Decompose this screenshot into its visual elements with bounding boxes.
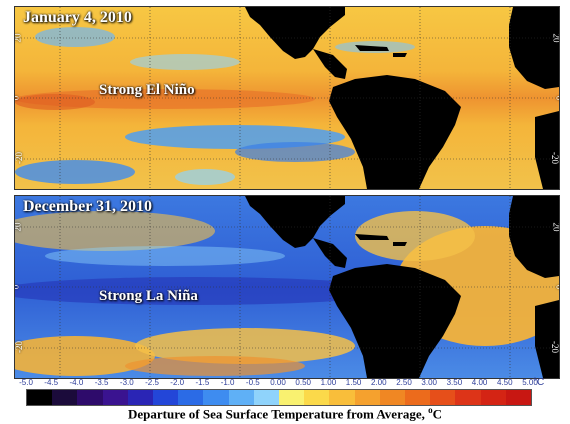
- colorbar-tick-label: -2.0: [170, 378, 185, 387]
- colorbar: [26, 389, 532, 406]
- colorbar-tick-label: 2.00: [371, 378, 387, 387]
- colorbar-tick-label: 0.50: [295, 378, 311, 387]
- colorbar-tick-label: 4.50: [497, 378, 513, 387]
- colorbar-tick-label: -4.5: [44, 378, 59, 387]
- colorbar-swatch: [505, 390, 532, 405]
- lat-label: 0: [15, 285, 20, 290]
- colorbar-swatch: [279, 390, 305, 405]
- map-panel-jan-2010: January 4, 2010 Strong El Niño 20 0 -20 …: [14, 6, 560, 190]
- colorbar-swatch: [379, 390, 406, 405]
- colorbar-swatch: [102, 390, 128, 405]
- lat-label-right: 0: [554, 285, 559, 290]
- lat-label: -20: [14, 341, 24, 353]
- colorbar-tick-label: 3.50: [446, 378, 463, 387]
- colorbar-swatch: [178, 390, 204, 405]
- colorbar-title-unit: C: [432, 406, 443, 422]
- lat-label: -20: [14, 152, 24, 164]
- colorbar-title-sup: o: [428, 405, 433, 415]
- colorbar-unit: °C: [533, 377, 545, 388]
- colorbar-tick-label: 2.50: [396, 378, 412, 387]
- colorbar-swatch: [27, 390, 53, 405]
- panel-label: Strong El Niño: [99, 82, 195, 98]
- colorbar-tick-label: 1.00: [320, 378, 337, 387]
- colorbar-tick-label: 0.00: [270, 378, 286, 387]
- lat-label-right: -20: [550, 152, 560, 164]
- lat-label: 0: [15, 96, 20, 101]
- colorbar-swatch: [228, 390, 254, 405]
- colorbar-swatch: [77, 390, 103, 405]
- colorbar-tick-label: 5.00: [522, 378, 538, 387]
- colorbar-swatch: [203, 390, 229, 405]
- colorbar-swatch: [153, 390, 179, 405]
- colorbar-tick-label: -1.0: [220, 378, 235, 387]
- panel-date: January 4, 2010: [23, 9, 132, 26]
- colorbar-swatch: [354, 390, 380, 405]
- lat-label-right: -20: [550, 341, 560, 353]
- colorbar-swatch: [405, 390, 431, 405]
- colorbar-swatch: [304, 390, 330, 405]
- lat-label: 20: [14, 33, 23, 43]
- lat-label-right: 20: [551, 222, 560, 232]
- map-panel-dec-2010: December 31, 2010 Strong La Niña 20 0 -2…: [14, 195, 560, 379]
- colorbar-tick-label: 4.00: [471, 378, 488, 387]
- colorbar-swatch: [430, 390, 456, 405]
- colorbar-tick-label: 3.00: [421, 378, 437, 387]
- sst-anomaly-map: [15, 196, 559, 378]
- panel-date: December 31, 2010: [23, 198, 152, 215]
- colorbar-title: Departure of Sea Surface Temperature fro…: [0, 405, 570, 422]
- lat-label-right: 0: [554, 96, 559, 101]
- colorbar-tick-label: 1.50: [345, 378, 362, 387]
- colorbar-title-text: Departure of Sea Surface Temperature fro…: [127, 406, 425, 422]
- colorbar-swatch: [480, 390, 506, 405]
- colorbar-tick-label: -1.5: [195, 378, 210, 387]
- colorbar-tick-label: -0.5: [245, 378, 260, 387]
- colorbar-tick-label: -4.0: [69, 378, 84, 387]
- colorbar-swatch: [253, 390, 280, 405]
- colorbar-tick-label: -5.0: [19, 378, 33, 387]
- colorbar-tick-label: -2.5: [145, 378, 159, 387]
- colorbar-swatch: [127, 390, 154, 405]
- colorbar-swatch: [52, 390, 78, 405]
- colorbar-swatch: [455, 390, 481, 405]
- colorbar-swatch: [329, 390, 355, 405]
- sst-anomaly-map: [15, 7, 559, 189]
- panel-label: Strong La Niña: [99, 288, 198, 304]
- colorbar-tick-label: -3.0: [119, 378, 134, 387]
- lat-label-right: 20: [551, 33, 560, 43]
- colorbar-tick-label: -3.5: [94, 378, 109, 387]
- lat-label: 20: [14, 222, 23, 232]
- colorbar-ticks: -5.0 -4.5 -4.0 -3.5 -3.0 -2.5 -2.0 -1.5 -1.0 -0.5…: [14, 378, 558, 390]
